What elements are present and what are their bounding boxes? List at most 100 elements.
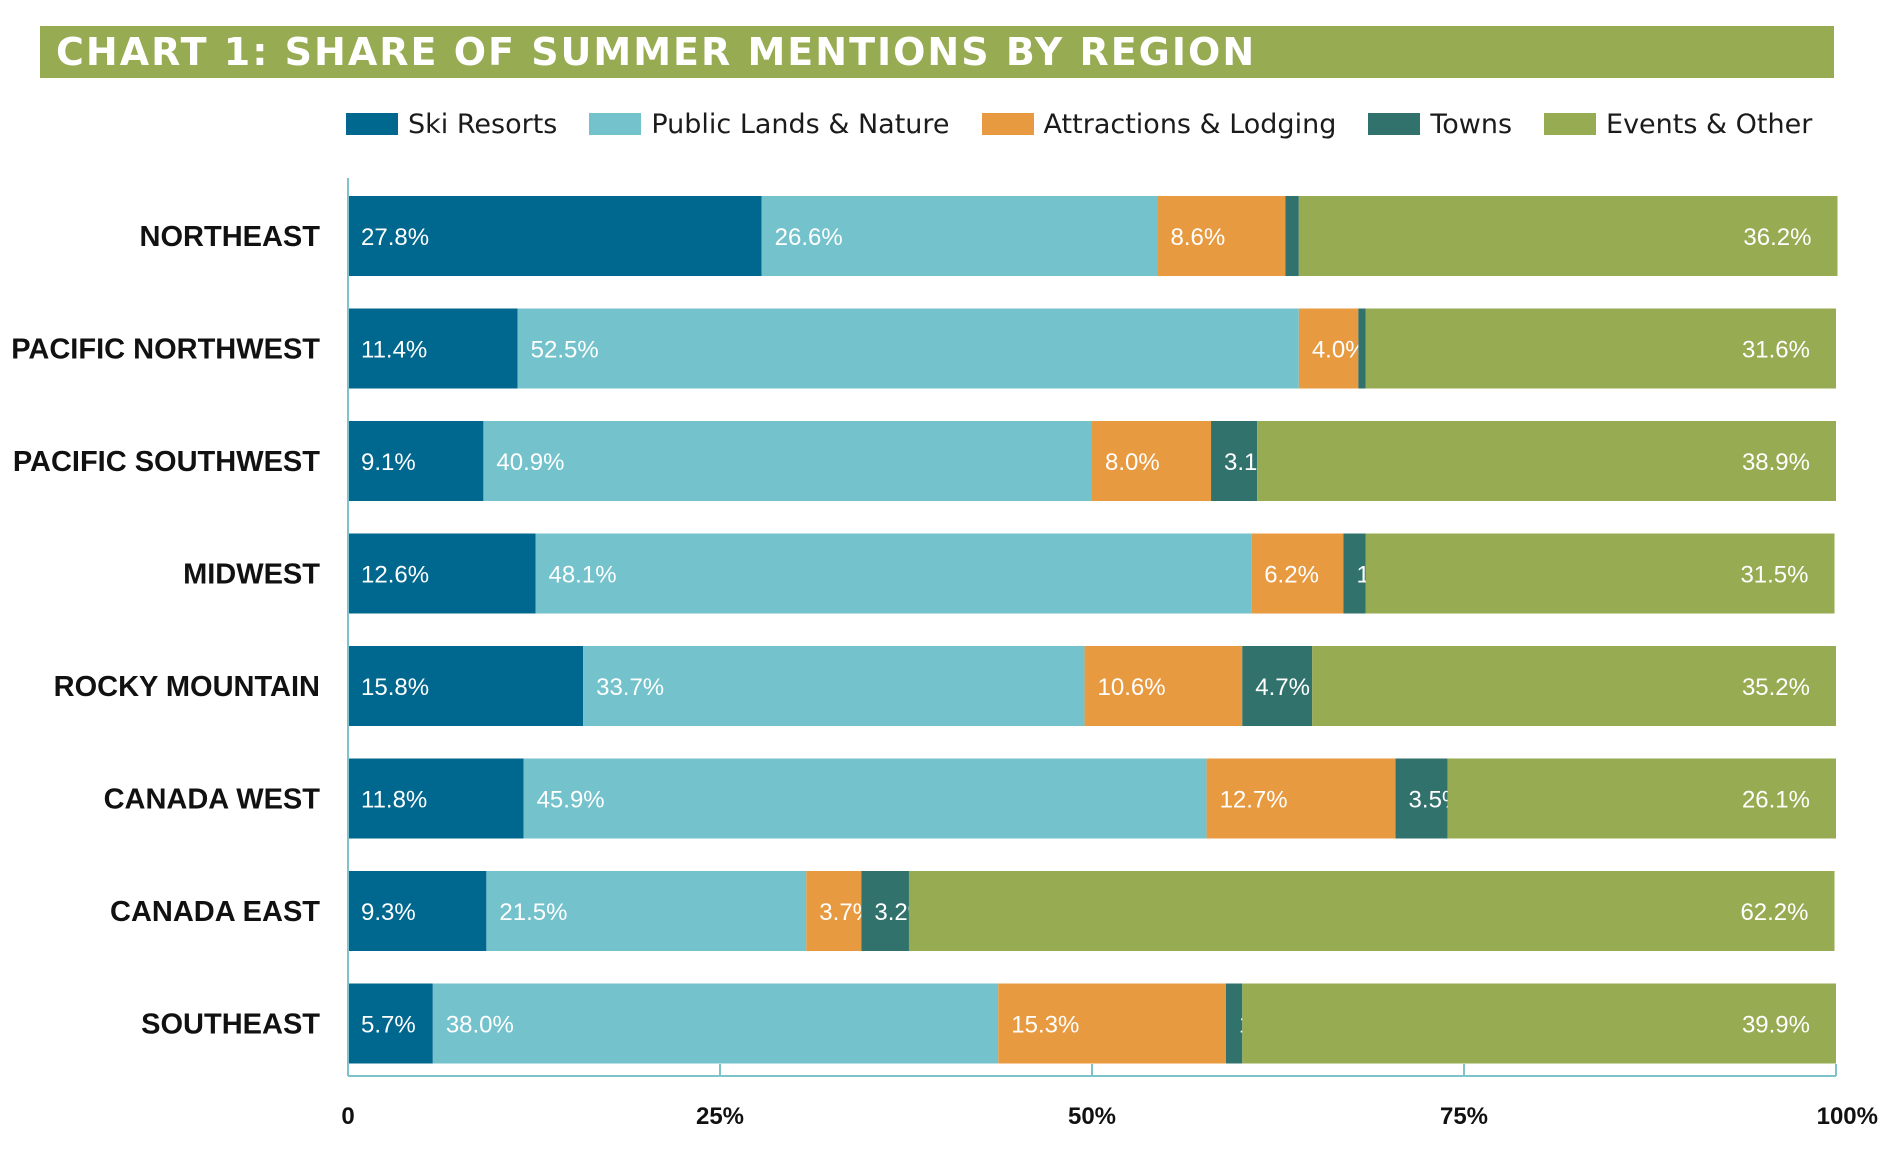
legend-item: Public Lands & Nature [589, 108, 950, 140]
bar-segment [348, 308, 518, 389]
bar-segment [348, 533, 536, 614]
x-tick-label: 100% [1817, 1103, 1878, 1130]
bar-segment [1211, 421, 1258, 501]
data-label: 35.2% [1742, 674, 1810, 701]
x-tick-label: 50% [1068, 1103, 1116, 1130]
bar-segment [908, 871, 1835, 951]
data-label: 31.6% [1742, 337, 1810, 364]
data-label: 45.9% [537, 787, 605, 814]
bar-segment [348, 983, 433, 1064]
legend-swatch [346, 113, 398, 135]
category-label: SOUTHEAST [141, 1009, 320, 1041]
legend-item: Towns [1368, 109, 1512, 140]
bar-segment [1447, 758, 1836, 839]
bar-segment [583, 646, 1085, 726]
legend-swatch [1544, 113, 1597, 135]
legend-item: Ski Resorts [346, 109, 557, 140]
bar-segment [1084, 646, 1243, 726]
data-label: 21.5% [499, 899, 567, 926]
data-label: 9.3% [361, 899, 416, 926]
data-label: 48.1% [548, 562, 616, 589]
bar-segment [1092, 421, 1212, 501]
bar-segment [1365, 308, 1836, 389]
x-tick-label: 75% [1440, 1103, 1488, 1130]
data-label: 26.1% [1742, 787, 1810, 814]
bar-segment [1251, 533, 1344, 614]
category-label: NORTHEAST [140, 221, 321, 253]
legend-item: Attractions & Lodging [981, 108, 1337, 140]
data-label: 10.6% [1098, 674, 1166, 701]
bar-segment [1343, 533, 1366, 614]
legend-label: Public Lands & Nature [651, 108, 950, 140]
bar-segment [348, 646, 584, 726]
category-label: PACIFIC NORTHWEST [11, 334, 320, 366]
bar-segment [1242, 983, 1836, 1064]
bar-segment [1242, 646, 1313, 726]
chart-title-bar: CHART 1: SHARE OF SUMMER MENTIONS BY REG… [40, 26, 1834, 78]
bar-segment [348, 421, 484, 501]
data-label: 9.1% [361, 449, 416, 476]
bar-segment [1298, 196, 1838, 276]
data-label: 52.5% [531, 337, 599, 364]
bar-segment [523, 758, 1207, 839]
bar-segment [1225, 983, 1243, 1064]
legend-swatch [589, 113, 642, 135]
legend-label: Attractions & Lodging [1043, 108, 1337, 140]
data-label: 5.7% [361, 1012, 416, 1039]
bar-segment [1312, 646, 1836, 726]
data-label: 12.7% [1220, 787, 1288, 814]
legend-item: Events & Other [1544, 109, 1812, 140]
legend-label: Ski Resorts [408, 108, 558, 140]
data-label: 33.7% [596, 674, 664, 701]
legend-label: Events & Other [1606, 108, 1813, 140]
bar-segment [1298, 308, 1359, 389]
bar-segment [1257, 421, 1836, 501]
bar-segment [1206, 758, 1396, 839]
data-label: 15.8% [361, 674, 429, 701]
bar-segment [998, 983, 1226, 1064]
bar-segment [486, 871, 807, 951]
data-label: 6.2% [1264, 562, 1319, 589]
category-label: CANADA EAST [110, 896, 320, 928]
bar-segment [348, 758, 524, 839]
data-label: 39.9% [1742, 1012, 1810, 1039]
legend-swatch [1368, 113, 1421, 135]
data-label: 12.6% [361, 562, 429, 589]
category-label: ROCKY MOUNTAIN [54, 671, 320, 703]
data-label: 38.9% [1742, 449, 1810, 476]
data-label: 27.8% [361, 224, 429, 251]
data-label: 11.4% [361, 337, 427, 364]
data-label: 62.2% [1740, 899, 1808, 926]
bar-segment [806, 871, 862, 951]
bar-segment [535, 533, 1252, 614]
bar-segment [1157, 196, 1286, 276]
data-label: 26.6% [775, 224, 843, 251]
x-tick-label: 0 [341, 1103, 354, 1130]
bar-segment [1285, 196, 1299, 276]
chart-title: CHART 1: SHARE OF SUMMER MENTIONS BY REG… [56, 30, 1257, 74]
bar-segment [1395, 758, 1448, 839]
data-label: 4.0% [1312, 337, 1367, 364]
category-label: CANADA WEST [104, 784, 321, 816]
data-label: 38.0% [446, 1012, 514, 1039]
bar-segment [761, 196, 1158, 276]
data-label: 40.9% [496, 449, 564, 476]
category-label: PACIFIC SOUTHWEST [13, 446, 320, 478]
bar-segment [1365, 533, 1835, 614]
bar-segment [432, 983, 999, 1064]
data-label: 15.3% [1011, 1012, 1079, 1039]
data-label: 31.5% [1740, 562, 1808, 589]
legend: Ski Resorts Public Lands & Nature Attracti… [346, 106, 1886, 142]
legend-swatch [981, 113, 1034, 135]
data-label: 8.6% [1170, 224, 1225, 251]
bar-segment [861, 871, 909, 951]
legend-label: Towns [1430, 108, 1513, 140]
data-label: 11.8% [361, 787, 427, 814]
bar-segment [483, 421, 1093, 501]
bar-segment [348, 196, 762, 276]
category-label: MIDWEST [183, 559, 320, 591]
bar-segment [1358, 308, 1366, 389]
bar-segment [517, 308, 1299, 389]
data-label: 8.0% [1105, 449, 1160, 476]
